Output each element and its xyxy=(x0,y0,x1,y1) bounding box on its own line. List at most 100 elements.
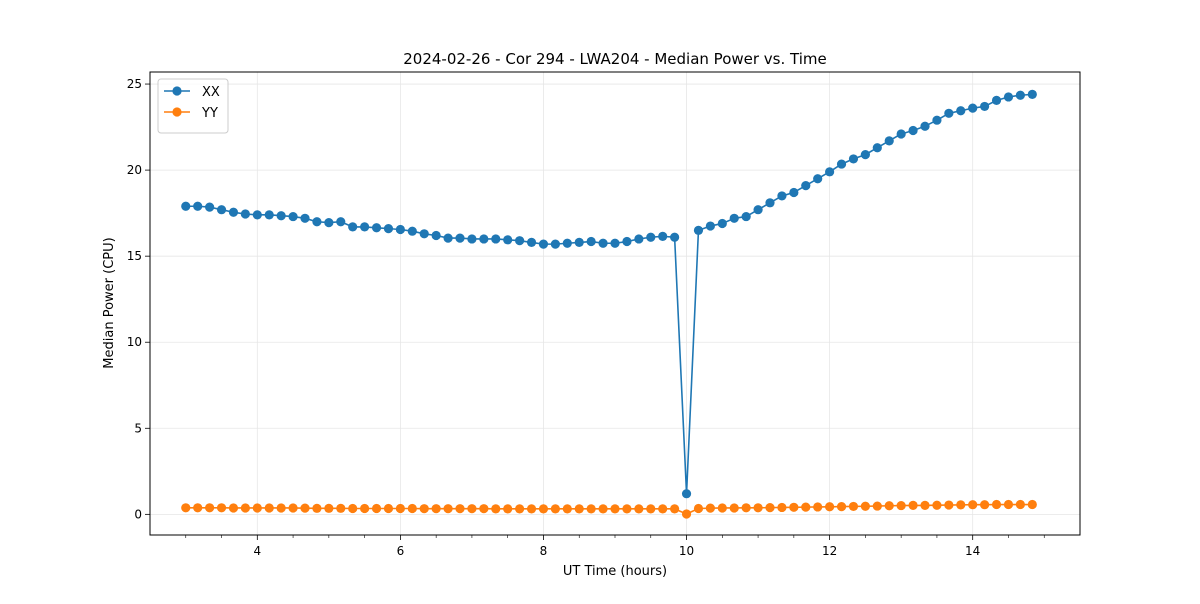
series-yy-point xyxy=(944,500,954,510)
series-xx-point xyxy=(526,237,537,247)
series-xx-point xyxy=(312,217,322,227)
series-yy-point xyxy=(550,504,560,514)
series-xx-point xyxy=(228,207,239,217)
series-yy-point xyxy=(562,504,572,514)
series-xx-point xyxy=(252,210,262,220)
series-yy-point xyxy=(825,502,835,512)
series-xx-point xyxy=(920,121,930,131)
series-yy-point xyxy=(360,503,370,514)
series-yy-point xyxy=(395,503,405,514)
y-tick-label: 0 xyxy=(134,507,142,521)
series-xx-point xyxy=(860,150,870,160)
series-xx-point xyxy=(455,233,465,243)
series-yy-point xyxy=(276,503,286,513)
series-xx-point xyxy=(932,115,942,125)
series-yy-point xyxy=(980,500,990,510)
series-yy-point xyxy=(491,504,501,514)
series-xx-point xyxy=(288,211,298,222)
series-xx-point xyxy=(216,205,227,215)
series-xx-point xyxy=(550,239,560,249)
series-yy-point xyxy=(693,503,704,514)
series-yy-point xyxy=(729,503,739,513)
series-yy-point xyxy=(991,499,1002,510)
series-yy-point xyxy=(836,502,847,512)
legend-yy-marker xyxy=(172,107,182,117)
series-yy-point xyxy=(515,504,525,514)
series-xx-point xyxy=(205,202,215,212)
series-yy-point xyxy=(741,503,751,513)
series-yy-point xyxy=(467,504,477,514)
series-xx-point xyxy=(538,239,549,249)
series-xx-point xyxy=(479,234,489,244)
series-xx-point xyxy=(705,221,715,231)
series-xx-point xyxy=(503,235,513,245)
series-xx-point xyxy=(371,223,382,233)
y-tick-label: 15 xyxy=(127,249,142,263)
axis-ticks: 4 6 8 10 12 14 0 5 10 15 20 25 xyxy=(127,77,1045,558)
series-yy-point xyxy=(586,504,596,514)
series-xx-point xyxy=(383,224,394,234)
y-axis-label: Median Power (CPU) xyxy=(102,237,117,368)
legend-xx-label: XX xyxy=(202,85,220,100)
y-tick-label: 20 xyxy=(127,163,142,177)
series-yy-point xyxy=(371,503,382,514)
series-yy-point xyxy=(252,503,262,513)
series-yy-point xyxy=(956,500,966,510)
series-xx-point xyxy=(431,230,441,241)
series-yy-point xyxy=(383,503,394,514)
series-xx-point xyxy=(670,232,680,242)
series-yy-point xyxy=(479,504,489,514)
series-yy-point xyxy=(431,504,441,514)
plot-area-frame xyxy=(149,71,1081,536)
series-yy-point xyxy=(598,504,608,514)
series-yy-point xyxy=(670,504,680,514)
series-xx-point xyxy=(336,217,346,227)
series-xx-point xyxy=(765,198,775,208)
series-xx-point xyxy=(491,234,501,244)
y-tick-label: 10 xyxy=(127,335,142,349)
series-yy-point xyxy=(228,503,239,513)
series-xx-point xyxy=(634,234,644,244)
series-xx-point xyxy=(622,236,632,247)
series-yy-point xyxy=(681,509,692,519)
series-xx-point xyxy=(789,187,799,198)
x-tick-label: 6 xyxy=(397,544,405,558)
series-yy-point xyxy=(324,503,334,513)
series-xx-point xyxy=(825,167,835,177)
series-yy-point xyxy=(419,504,429,514)
series-yy-point xyxy=(765,503,775,513)
series-yy-point xyxy=(932,500,942,510)
series-xx-point xyxy=(360,222,370,232)
x-tick-label: 4 xyxy=(253,544,261,558)
series-yy-point xyxy=(443,504,453,514)
series-yy-point xyxy=(455,504,465,514)
series-yy-point xyxy=(908,500,918,510)
legend-yy-label: YY xyxy=(201,106,218,121)
y-tick-label: 5 xyxy=(134,421,142,435)
series-xx-point xyxy=(348,222,358,232)
series-xx-point xyxy=(741,211,751,222)
series-xx-point xyxy=(729,213,739,223)
series-yy-point xyxy=(538,504,549,514)
series-yy-point xyxy=(526,504,537,514)
series-yy-point xyxy=(193,503,203,513)
series-xx-point xyxy=(646,232,656,242)
series-xx-point xyxy=(300,213,310,223)
x-axis-label: UT Time (hours) xyxy=(563,564,667,579)
series-xx-point xyxy=(610,238,620,248)
series-xx-point xyxy=(276,211,286,221)
series-xx-point xyxy=(1027,89,1037,99)
series-yy-point xyxy=(336,503,346,513)
series-xx-point xyxy=(872,143,882,153)
series-xx-point xyxy=(574,237,584,247)
series-yy-point xyxy=(777,502,787,513)
series-yy-point xyxy=(646,504,656,514)
chart-title: 2024-02-26 - Cor 294 - LWA204 - Median P… xyxy=(403,50,827,68)
series-xx-point xyxy=(264,210,274,220)
series-yy-point xyxy=(205,503,215,513)
series-xx-point xyxy=(968,103,978,113)
series-yy-point xyxy=(288,503,298,513)
series-yy-point xyxy=(968,500,978,510)
series-xx-point xyxy=(896,129,906,139)
